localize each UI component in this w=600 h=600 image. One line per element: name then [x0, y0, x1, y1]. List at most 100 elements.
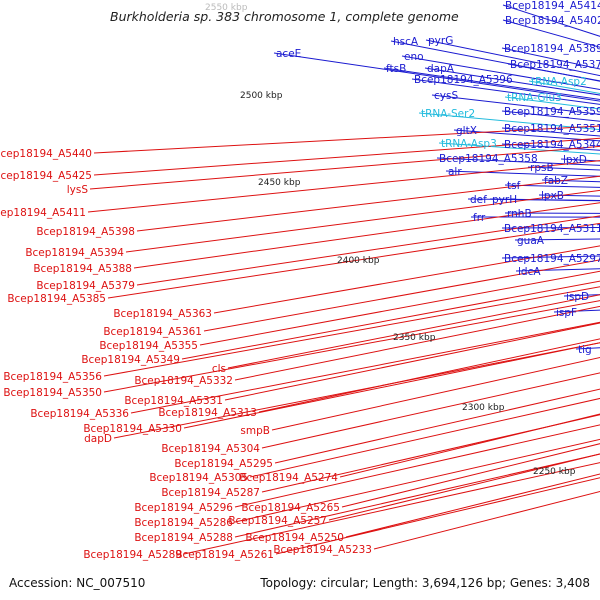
gene-label: dapA: [427, 63, 455, 75]
leader-line: [502, 19, 600, 48]
gene-label: ldcA: [518, 266, 541, 278]
leader-line: [502, 4, 600, 37]
gene-labels: Bcep18194_A5414 Bcep18194_A5402 hscA pyrG ac…: [0, 0, 600, 561]
label-leader-lines: [87, 4, 600, 555]
gene-label: Bcep18194_A5311: [504, 223, 600, 235]
leader-line: [431, 94, 600, 115]
gene-label: Bcep18194_A5414: [505, 0, 600, 12]
leader-line: [275, 477, 600, 555]
leader-line: [328, 453, 600, 521]
gene-label: Bcep18194_A5361: [103, 326, 202, 338]
leader-line: [224, 322, 600, 401]
gene-label: ispD: [566, 291, 589, 303]
leader-line: [89, 145, 600, 190]
leader-line: [125, 189, 600, 253]
leader-line: [273, 52, 600, 102]
leader-line: [113, 342, 600, 439]
gene-label: gltX: [456, 125, 477, 137]
gene-label: Bcep18194_A5359: [504, 106, 600, 118]
leader-line: [261, 372, 600, 449]
gene-label: ispF: [556, 307, 577, 319]
gene-label: Bcep18194_A5411: [0, 207, 86, 219]
scale-label: 2250 kbp: [533, 467, 576, 477]
gene-label: guaA: [517, 235, 545, 247]
map-title: Burkholderia sp. 383 chromosome 1, compl…: [110, 9, 459, 24]
leader-line: [425, 39, 600, 77]
leader-line: [130, 321, 600, 414]
leader-line: [345, 473, 600, 538]
gene-label: Bcep18194_A5356: [3, 371, 102, 383]
gene-label: Bcep18194_A5257: [228, 515, 327, 527]
gene-label: Bcep18194_A5402: [505, 15, 600, 27]
leader-line: [199, 270, 600, 346]
leader-line: [133, 202, 600, 269]
gene-label: Bcep18194_A5313: [158, 407, 257, 419]
gene-label: tRNA-Glu3: [507, 92, 562, 104]
leader-line: [103, 286, 600, 377]
leader-line: [93, 137, 600, 176]
accession-label: Accession: NC_007510: [9, 576, 146, 590]
gene-label: lpxB: [541, 190, 564, 202]
gene-label: Bcep18194_A5331: [124, 395, 223, 407]
gene-label: Bcep18194_A5378: [510, 59, 600, 71]
gene-label: Bcep18194_A5304: [161, 443, 260, 455]
gene-label: frr: [473, 212, 486, 224]
gene-label: Bcep18194_A5288: [134, 532, 233, 544]
gene-label: fabZ: [544, 175, 568, 187]
gene-label: Bcep18194_A5355: [99, 340, 198, 352]
gene-label: lpxD: [563, 154, 587, 166]
scale-label: 2550 kbp: [205, 3, 248, 13]
leader-line: [234, 438, 600, 523]
gene-label: tsf: [507, 180, 521, 192]
gene-label: Bcep18194_A5440: [0, 148, 92, 160]
leader-line: [87, 160, 600, 213]
leader-line: [107, 222, 600, 299]
leader-line: [136, 215, 600, 286]
leader-line: [418, 112, 600, 131]
gene-label: Bcep18194_A5394: [25, 247, 124, 259]
gene-label: tRNA-Asp3: [441, 138, 497, 150]
leader-line: [183, 342, 600, 429]
gene-label: cysS: [434, 90, 458, 102]
gene-label: Bcep18194_A5336: [30, 408, 129, 420]
gene-label: alr: [448, 166, 462, 178]
gene-label: Bcep18194_A5261: [175, 549, 274, 561]
leader-line: [234, 424, 600, 508]
gene-label: Bcep18194_A5396: [414, 74, 513, 86]
gene-label: pyrH: [492, 194, 517, 206]
gene-label: Bcep18194_A5398: [36, 226, 135, 238]
gene-label: Bcep18194_A5358: [439, 153, 538, 165]
gene-label: Bcep18194_A5389: [504, 43, 600, 55]
gene-label: rpsB: [530, 162, 554, 174]
scale-label: 2400 kbp: [337, 256, 380, 266]
gene-label: Bcep18194_A5330: [83, 423, 182, 435]
scale-label: 2500 kbp: [240, 91, 283, 101]
gene-label: Bcep18194_A5233: [273, 544, 372, 556]
leader-line: [271, 357, 600, 431]
gene-label: Bcep18194_A5287: [161, 487, 260, 499]
gene-label: Bcep18194_A5388: [33, 263, 132, 275]
leader-line: [213, 245, 600, 314]
scale-label: 2350 kbp: [393, 333, 436, 343]
leader-line: [258, 338, 600, 413]
gene-label: Bcep18194_A5286: [134, 517, 233, 529]
gene-label: Bcep18194_A5289: [83, 549, 182, 561]
gene-label: Bcep18194_A5295: [174, 458, 273, 470]
gene-label: Bcep18194_A5297: [504, 253, 600, 265]
gene-label: tRNA-Asp2: [531, 76, 587, 88]
gene-label: eno: [404, 51, 424, 63]
leader-line: [424, 67, 600, 96]
gene-label: hscA: [393, 36, 419, 48]
gene-label: dapD: [84, 433, 112, 445]
leader-line: [274, 388, 600, 464]
gene-label: Bcep18194_A5385: [7, 293, 106, 305]
scale-label: 2300 kbp: [462, 403, 505, 413]
leader-line: [136, 175, 600, 232]
scale-label: 2450 kbp: [258, 178, 301, 188]
leader-line: [373, 491, 600, 550]
gene-label: Bcep18194_A5349: [81, 354, 180, 366]
gene-label: Bcep18194_A5344: [504, 139, 600, 151]
gene-label: Bcep18194_A5363: [113, 308, 212, 320]
